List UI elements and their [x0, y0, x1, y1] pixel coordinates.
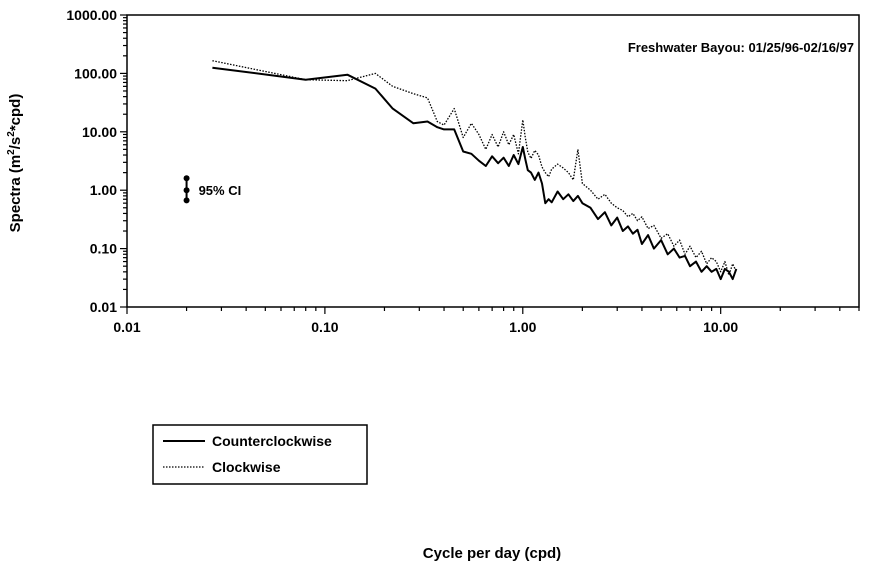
confidence-interval: 95% CI — [183, 175, 242, 204]
y-axis-title-pre: Spectra (m — [7, 155, 24, 233]
ci-label: 95% CI — [199, 183, 242, 198]
x-tick-label: 1.00 — [509, 319, 536, 335]
ci-point — [183, 187, 190, 194]
legend: Counterclockwise Clockwise — [152, 424, 368, 485]
ci-point — [183, 197, 190, 204]
legend-label-counterclockwise: Counterclockwise — [212, 433, 332, 449]
y-tick-label: 0.01 — [90, 299, 117, 315]
y-tick-label: 1.00 — [90, 182, 117, 198]
x-tick-label: 10.00 — [703, 319, 738, 335]
y-axis-title-post: *cpd) — [7, 94, 24, 132]
y-axis-title-sup1: 2 — [6, 149, 17, 155]
x-axis-title: Cycle per day (cpd) — [423, 545, 561, 562]
plot-area — [212, 60, 738, 281]
series-line-counterclockwise — [212, 66, 738, 281]
y-tick-label: 0.10 — [90, 241, 117, 257]
x-tick-label: 0.01 — [113, 319, 140, 335]
legend-label-clockwise: Clockwise — [212, 459, 281, 475]
y-tick-label: 1000.00 — [66, 7, 117, 23]
y-tick-label: 10.00 — [82, 124, 117, 140]
y-axis-title: Spectra (m2/s2*cpd) — [6, 94, 24, 233]
chart-title: Freshwater Bayou: 01/25/96-02/16/97 — [628, 40, 854, 55]
plot-frame — [126, 14, 860, 308]
series-line-clockwise — [212, 60, 737, 276]
y-axis-title-sup2: 2 — [6, 131, 17, 137]
axis-ticks: 0.01 0.10 1.00 10.00 0.01 0.10 1.00 10.00 100.00… — [66, 7, 860, 335]
y-tick-label: 100.00 — [74, 65, 117, 81]
y-axis-title-mid: /s — [7, 137, 24, 150]
x-tick-label: 0.10 — [311, 319, 338, 335]
legend-box — [152, 424, 368, 485]
ci-point — [183, 175, 190, 182]
